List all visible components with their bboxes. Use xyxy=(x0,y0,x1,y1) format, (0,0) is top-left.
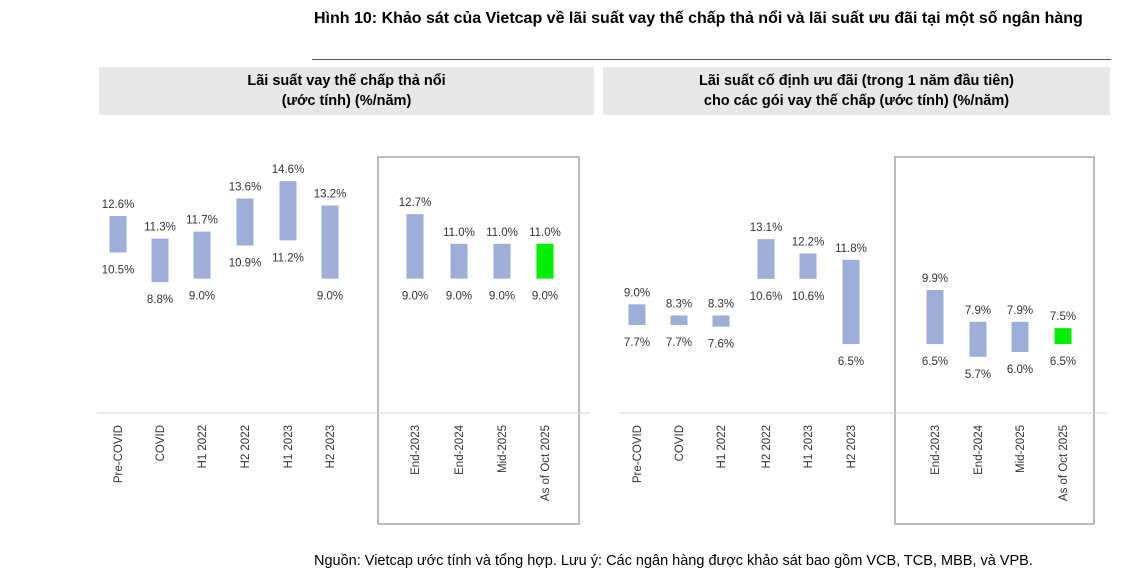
fixed-low-label: 6.5% xyxy=(922,356,948,368)
fixed-low-label: 6.0% xyxy=(1007,364,1033,376)
floating-low-label: 9.0% xyxy=(317,291,343,303)
fixed-category-label: H1 2022 xyxy=(716,425,728,468)
floating-high-label: 14.6% xyxy=(272,164,305,176)
fixed-range-bar xyxy=(628,304,646,325)
fixed-high-label: 9.0% xyxy=(624,287,650,299)
floating-category-label: Pre-COVID xyxy=(113,425,125,483)
floating-range-bar xyxy=(406,214,424,279)
right-panel-header: Lãi suất cố định ưu đãi (trong 1 năm đầu… xyxy=(603,67,1110,115)
fixed-category-label: H2 2023 xyxy=(846,425,858,468)
floating-range-bar xyxy=(279,181,297,241)
floating-high-label: 12.7% xyxy=(399,197,432,209)
fixed-range-bar xyxy=(969,321,987,357)
source-note: Nguồn: Vietcap ước tính và tổng hợp. Lưu… xyxy=(314,553,1033,569)
fixed-range-bar xyxy=(926,290,944,345)
floating-range-bar xyxy=(109,215,127,253)
floating-category-label: Mid-2025 xyxy=(497,425,509,473)
fixed-high-label: 9.9% xyxy=(922,273,948,285)
floating-recent-period-box xyxy=(377,156,580,525)
floating-category-label: End-2023 xyxy=(410,425,422,475)
fixed-range-bar xyxy=(1054,328,1072,345)
fixed-category-label: H1 2023 xyxy=(803,425,815,468)
floating-range-bar xyxy=(493,243,511,279)
fixed-low-label: 10.6% xyxy=(792,291,825,303)
fixed-high-label: 7.9% xyxy=(965,305,991,317)
fixed-range-bar xyxy=(670,315,688,325)
fixed-low-label: 5.7% xyxy=(965,369,991,381)
title-divider xyxy=(312,59,1111,60)
fixed-low-label: 7.6% xyxy=(708,339,734,351)
floating-low-label: 9.0% xyxy=(189,291,215,303)
floating-high-label: 11.7% xyxy=(186,215,218,227)
floating-low-label: 8.8% xyxy=(147,294,173,306)
floating-low-label: 11.2% xyxy=(272,252,304,264)
fixed-low-label: 7.7% xyxy=(624,337,650,349)
fixed-high-label: 11.8% xyxy=(835,243,867,255)
floating-category-label: As of Oct 2025 xyxy=(540,425,552,501)
floating-high-label: 13.6% xyxy=(229,182,262,194)
floating-low-label: 9.0% xyxy=(402,291,428,303)
fixed-high-label: 7.9% xyxy=(1007,305,1033,317)
fixed-high-label: 7.5% xyxy=(1050,311,1076,323)
fixed-category-label: End-2024 xyxy=(973,424,985,474)
right-panel-title-line2: cho các gói vay thế chấp (ước tính) (%/n… xyxy=(703,93,1010,109)
floating-low-label: 9.0% xyxy=(489,291,515,303)
left-panel-title-line2: (ước tính) (%/năm) xyxy=(281,93,412,109)
fixed-category-label: Pre-COVID xyxy=(632,425,644,483)
fixed-low-label: 10.6% xyxy=(750,291,783,303)
fixed-low-label: 6.5% xyxy=(838,356,864,368)
floating-high-label: 13.2% xyxy=(314,189,347,201)
fixed-high-label: 13.1% xyxy=(750,222,783,234)
floating-low-label: 10.5% xyxy=(102,265,135,277)
fixed-category-label: COVID xyxy=(674,425,686,461)
right-panel-title-line1: Lãi suất cố định ưu đãi (trong 1 năm đầu… xyxy=(698,73,1014,89)
fixed-low-label: 6.5% xyxy=(1050,356,1076,368)
floating-range-bar xyxy=(321,205,339,279)
floating-low-label: 10.9% xyxy=(229,258,262,270)
floating-range-bar xyxy=(536,243,554,279)
fixed-range-bar xyxy=(799,253,817,279)
fixed-range-bar xyxy=(1011,321,1029,353)
floating-high-label: 11.3% xyxy=(144,222,176,234)
fixed-high-label: 8.3% xyxy=(708,298,734,310)
left-panel-title-line1: Lãi suất vay thế chấp thả nổi xyxy=(247,73,446,89)
fixed-high-label: 8.3% xyxy=(666,298,692,310)
floating-low-label: 9.0% xyxy=(446,291,472,303)
figure-title: Hình 10: Khảo sát của Vietcap về lãi suấ… xyxy=(314,10,1083,27)
floating-high-label: 11.0% xyxy=(529,227,561,239)
floating-range-bar xyxy=(193,231,211,279)
fixed-category-label: H2 2022 xyxy=(761,425,773,468)
fixed-range-bar xyxy=(842,259,860,345)
fixed-high-label: 12.2% xyxy=(792,236,825,248)
fixed-category-label: Mid-2025 xyxy=(1015,425,1027,473)
floating-category-label: H1 2023 xyxy=(283,425,295,468)
floating-category-label: H1 2022 xyxy=(197,425,209,468)
floating-category-label: COVID xyxy=(155,425,167,461)
fixed-range-bar xyxy=(712,315,730,327)
floating-low-label: 9.0% xyxy=(532,291,558,303)
fixed-category-label: End-2023 xyxy=(930,425,942,475)
fixed-recent-period-box xyxy=(894,156,1095,525)
floating-high-label: 12.6% xyxy=(102,199,135,211)
fixed-range-bar xyxy=(757,239,775,279)
left-panel-header: Lãi suất vay thế chấp thả nổi (ước tính)… xyxy=(99,67,594,115)
fixed-low-label: 7.7% xyxy=(666,337,692,349)
floating-category-label: End-2024 xyxy=(454,424,466,474)
floating-range-bar xyxy=(450,243,468,279)
floating-high-label: 11.0% xyxy=(443,227,475,239)
floating-range-bar xyxy=(151,238,169,283)
floating-category-label: H2 2022 xyxy=(240,425,252,468)
floating-category-label: H2 2023 xyxy=(325,425,337,468)
floating-range-bar xyxy=(236,198,254,246)
floating-high-label: 11.0% xyxy=(486,227,518,239)
fixed-category-label: As of Oct 2025 xyxy=(1058,425,1070,501)
